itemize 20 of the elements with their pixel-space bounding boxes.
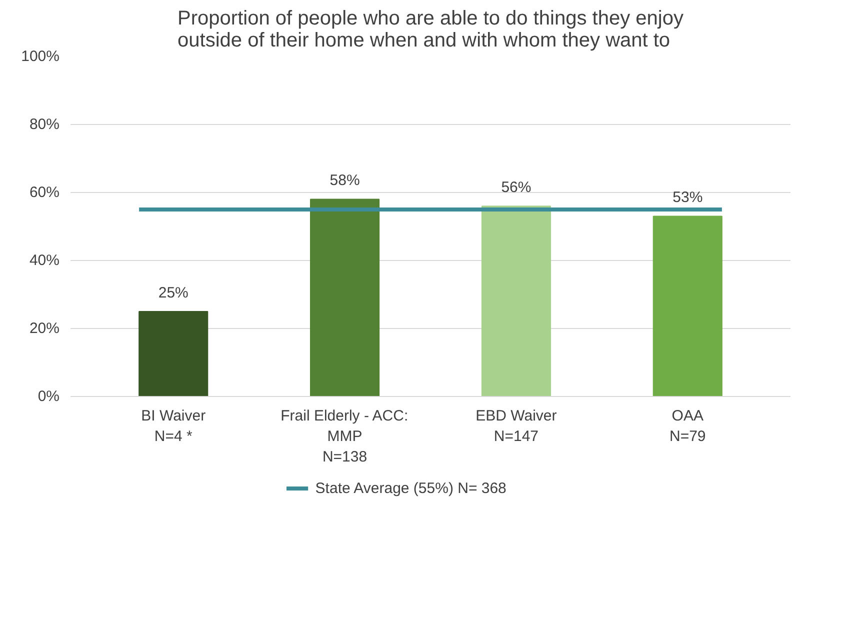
bar	[138, 311, 208, 396]
data-label: 56%	[501, 178, 532, 196]
data-label: 25%	[158, 284, 188, 302]
bar	[310, 198, 380, 396]
chart-title: Proportion of people who are able to do things they enjoy outside of their home when and with whom they want to	[178, 8, 684, 52]
y-tick-label: 60%	[29, 184, 60, 201]
bar	[652, 216, 722, 396]
y-tick-label: 80%	[29, 116, 60, 133]
data-label: 58%	[330, 172, 360, 190]
data-label: 53%	[672, 189, 703, 206]
x-tick-label: BI Waiver N=4 *	[141, 408, 206, 445]
x-tick-label: Frail Elderly - ACC: MMP N=138	[280, 408, 408, 466]
bar	[481, 206, 551, 396]
x-tick-label: EBD Waiver N=147	[476, 408, 557, 445]
y-tick-label: 20%	[29, 320, 60, 337]
y-tick-label: 40%	[29, 252, 60, 269]
y-tick-label: 0%	[38, 388, 60, 405]
legend-label: State Average (55%) N= 368	[315, 480, 506, 497]
x-tick-label: OAA N=79	[670, 408, 706, 445]
y-tick-label: 100%	[21, 48, 60, 65]
